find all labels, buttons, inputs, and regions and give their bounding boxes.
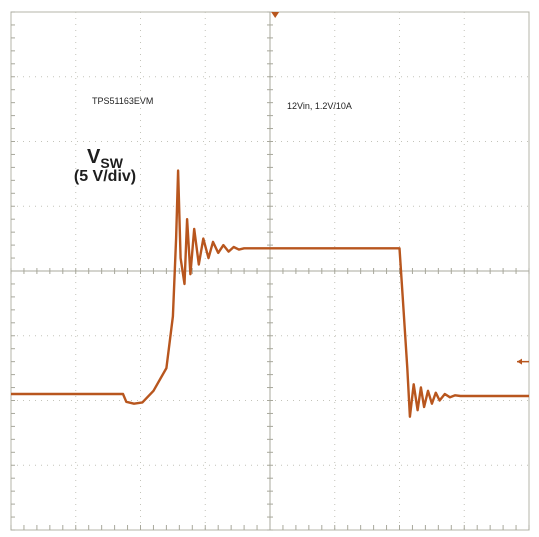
conditions-label: 12Vin, 1.2V/10A [287, 101, 352, 111]
ground-marker-arrow [517, 358, 522, 365]
board-label: TPS51163EVM [92, 96, 154, 106]
channel-signal-name: V [87, 146, 101, 168]
trigger-marker [271, 12, 280, 18]
vsw-trace [11, 169, 529, 418]
channel-scale: (5 V/div) [73, 168, 137, 185]
channel-signal-subscript: SW [100, 155, 123, 171]
channel-label: VSW (5 V/div) [70, 146, 140, 186]
